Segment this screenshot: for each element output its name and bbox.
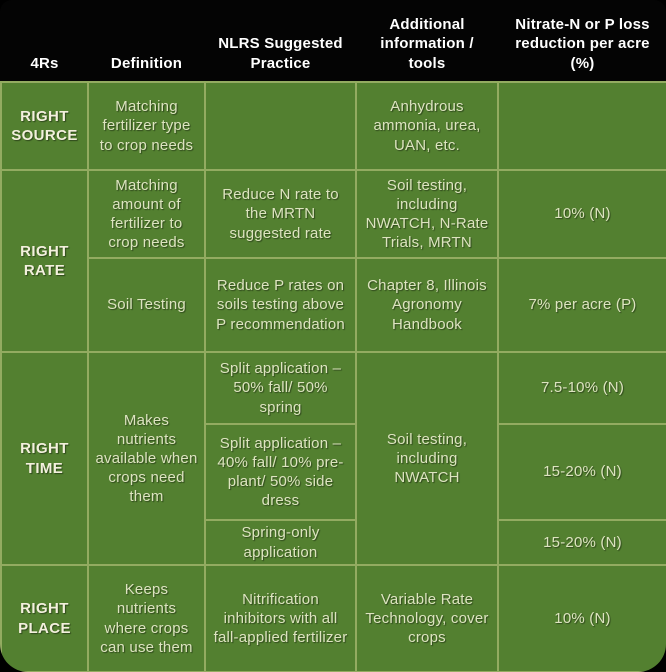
cell-definition-right-rate-1: Matching amount of fertilizer to crop ne…: [87, 169, 206, 259]
cell-definition-right-place: Keeps nutrients where crops can use them: [87, 564, 206, 672]
col-header-nlrs-practice: NLRS Suggested Practice: [205, 0, 356, 82]
cell-practice-right-time-3: Spring-only application: [204, 519, 357, 566]
cell-4rs-right-place: RIGHT PLACE: [0, 564, 89, 672]
cell-definition-right-rate-2: Soil Testing: [87, 257, 206, 353]
cell-info-right-time: Soil testing, including NWATCH: [355, 351, 499, 566]
row-right-time-2: Split application – 40% fall/ 10% pre-pl…: [1, 423, 666, 521]
cell-practice-right-source: [204, 81, 357, 171]
col-header-definition: Definition: [88, 0, 205, 82]
cell-reduction-right-rate-1: 10% (N): [497, 169, 666, 259]
row-right-rate-2: Soil Testing Reduce P rates on soils tes…: [1, 257, 666, 353]
col-header-loss-reduction: Nitrate-N or P loss reduction per acre (…: [498, 0, 666, 82]
cell-info-right-rate-1: Soil testing, including NWATCH, N-Rate T…: [355, 169, 499, 259]
cell-practice-right-time-1: Split application – 50% fall/ 50% spring: [204, 351, 357, 425]
row-right-time-3: Spring-only application 15-20% (N): [1, 519, 666, 566]
cell-practice-right-rate-1: Reduce N rate to the MRTN suggested rate: [204, 169, 357, 259]
cell-definition-right-source: Matching fertilizer type to crop needs: [87, 81, 206, 171]
cell-4rs-right-time: RIGHT TIME: [0, 351, 89, 566]
cell-reduction-right-rate-2: 7% per acre (P): [497, 257, 666, 353]
row-right-place: RIGHT PLACE Keeps nutrients where crops …: [0, 564, 666, 672]
header-row: 4Rs Definition NLRS Suggested Practice A…: [1, 0, 666, 82]
cell-definition-right-time: Makes nutrients available when crops nee…: [87, 351, 206, 566]
cell-info-right-source: Anhydrous ammonia, urea, UAN, etc.: [355, 81, 499, 171]
cell-reduction-right-source: [497, 81, 666, 171]
cell-practice-right-rate-2: Reduce P rates on soils testing above P …: [204, 257, 357, 353]
row-right-rate-1: RIGHT RATE Matching amount of fertilizer…: [0, 169, 666, 353]
cell-reduction-right-time-2: 15-20% (N): [497, 423, 666, 521]
cell-4rs-right-rate: RIGHT RATE: [0, 169, 89, 353]
cell-4rs-right-source: RIGHT SOURCE: [0, 81, 89, 171]
col-header-4rs: 4Rs: [1, 0, 88, 82]
cell-info-right-place: Variable Rate Technology, cover crops: [355, 564, 499, 672]
col-header-additional-info: Additional information / tools: [356, 0, 498, 82]
row-right-source: RIGHT SOURCE Matching fertilizer type to…: [0, 81, 666, 171]
row-right-time-1: RIGHT TIME Makes nutrients available whe…: [0, 351, 666, 566]
cell-reduction-right-place: 10% (N): [497, 564, 666, 672]
cell-reduction-right-time-1: 7.5-10% (N): [497, 351, 666, 425]
cell-practice-right-time-2: Split application – 40% fall/ 10% pre-pl…: [204, 423, 357, 521]
cell-practice-right-place: Nitrification inhibitors with all fall-a…: [204, 564, 357, 672]
cell-info-right-rate-2: Chapter 8, Illinois Agronomy Handbook: [355, 257, 499, 353]
cell-reduction-right-time-3: 15-20% (N): [497, 519, 666, 566]
